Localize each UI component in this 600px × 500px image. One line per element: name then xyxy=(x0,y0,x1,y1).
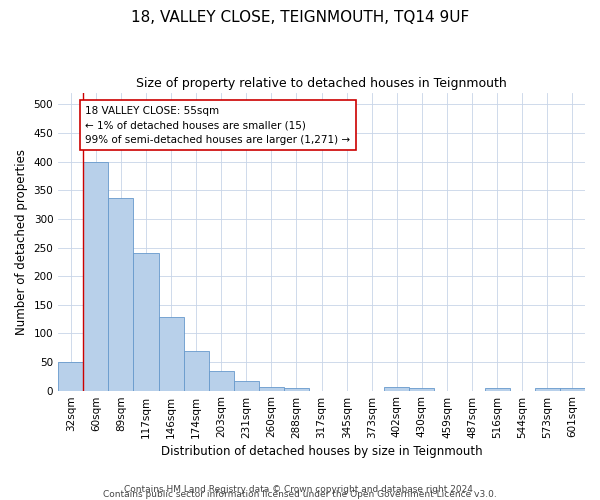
Bar xyxy=(259,386,284,390)
Bar xyxy=(284,388,309,390)
Text: Contains HM Land Registry data © Crown copyright and database right 2024.: Contains HM Land Registry data © Crown c… xyxy=(124,484,476,494)
Bar xyxy=(234,382,259,390)
Bar xyxy=(385,387,409,390)
Text: 18 VALLEY CLOSE: 55sqm
← 1% of detached houses are smaller (15)
99% of semi-deta: 18 VALLEY CLOSE: 55sqm ← 1% of detached … xyxy=(85,106,350,145)
Bar xyxy=(133,254,158,390)
Y-axis label: Number of detached properties: Number of detached properties xyxy=(15,149,28,335)
Bar xyxy=(184,350,209,391)
Bar xyxy=(209,370,234,390)
Bar xyxy=(560,388,585,390)
Bar xyxy=(535,388,560,390)
Bar xyxy=(109,198,133,390)
Bar xyxy=(83,162,109,390)
Text: 18, VALLEY CLOSE, TEIGNMOUTH, TQ14 9UF: 18, VALLEY CLOSE, TEIGNMOUTH, TQ14 9UF xyxy=(131,10,469,25)
Bar xyxy=(58,362,83,390)
Title: Size of property relative to detached houses in Teignmouth: Size of property relative to detached ho… xyxy=(136,78,507,90)
Bar xyxy=(485,388,510,390)
Bar xyxy=(158,318,184,390)
Text: Contains public sector information licensed under the Open Government Licence v3: Contains public sector information licen… xyxy=(103,490,497,499)
X-axis label: Distribution of detached houses by size in Teignmouth: Distribution of detached houses by size … xyxy=(161,444,482,458)
Bar xyxy=(409,388,434,390)
